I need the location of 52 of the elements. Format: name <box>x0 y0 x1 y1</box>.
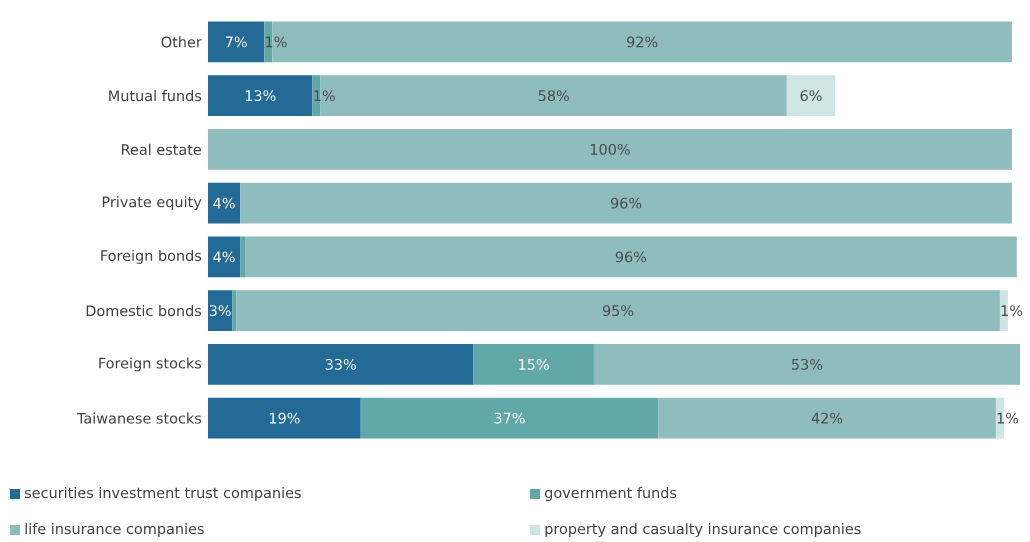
bar <box>208 21 265 63</box>
data-label: 4% <box>213 197 235 209</box>
bar <box>593 343 1021 385</box>
legend-label: property and casualty insurance companies <box>545 523 861 537</box>
data-label: 1% <box>314 90 335 102</box>
legend-label: securities investment trust companies <box>24 487 301 501</box>
bar <box>244 236 1017 278</box>
y-tick-label: Foreign bonds <box>101 249 202 264</box>
data-label: 42% <box>811 412 843 424</box>
y-tick-label: Other <box>161 36 202 48</box>
data-label: 19% <box>269 412 300 424</box>
y-tick-label: Foreign stocks <box>99 357 202 372</box>
data-label: 96% <box>615 251 647 263</box>
data-label: 13% <box>245 90 276 102</box>
data-label: 7% <box>225 36 247 48</box>
data-label: 15% <box>519 358 549 370</box>
data-label: 6% <box>800 90 822 102</box>
bar <box>232 290 237 332</box>
data-label: 1% <box>1001 305 1023 317</box>
bar <box>208 75 313 117</box>
data-label: 1% <box>266 36 287 48</box>
data-label: 95% <box>602 305 634 317</box>
data-label: 4% <box>213 251 235 263</box>
y-tick-label: Taiwanese stocks <box>76 412 202 424</box>
data-label: 53% <box>792 358 823 370</box>
bar <box>473 343 594 385</box>
data-label: 58% <box>538 90 569 102</box>
bar <box>658 397 996 439</box>
bar <box>360 397 659 439</box>
data-label: 33% <box>325 358 356 370</box>
bar <box>208 343 474 385</box>
y-tick-label: Domestic bonds <box>86 305 202 317</box>
data-label: 92% <box>627 36 658 48</box>
data-label: 100% <box>590 143 630 155</box>
legend-label: government funds <box>545 487 677 501</box>
bar <box>208 128 1012 170</box>
bar <box>208 236 241 278</box>
bar <box>786 75 836 117</box>
y-tick-label: Real estate <box>122 143 202 155</box>
bar <box>236 290 1000 332</box>
bar <box>208 397 361 439</box>
data-label: 3% <box>209 305 231 317</box>
bar <box>208 290 233 332</box>
y-tick-label: Private equity <box>102 196 202 211</box>
y-tick-label: Mutual funds <box>109 90 202 102</box>
data-label: 37% <box>494 412 525 424</box>
legend-label: life insurance companies <box>25 523 204 537</box>
data-label: 1% <box>997 412 1019 424</box>
bar <box>240 182 1012 224</box>
bar <box>240 236 245 278</box>
data-label: 96% <box>610 197 642 209</box>
bar <box>208 182 241 224</box>
